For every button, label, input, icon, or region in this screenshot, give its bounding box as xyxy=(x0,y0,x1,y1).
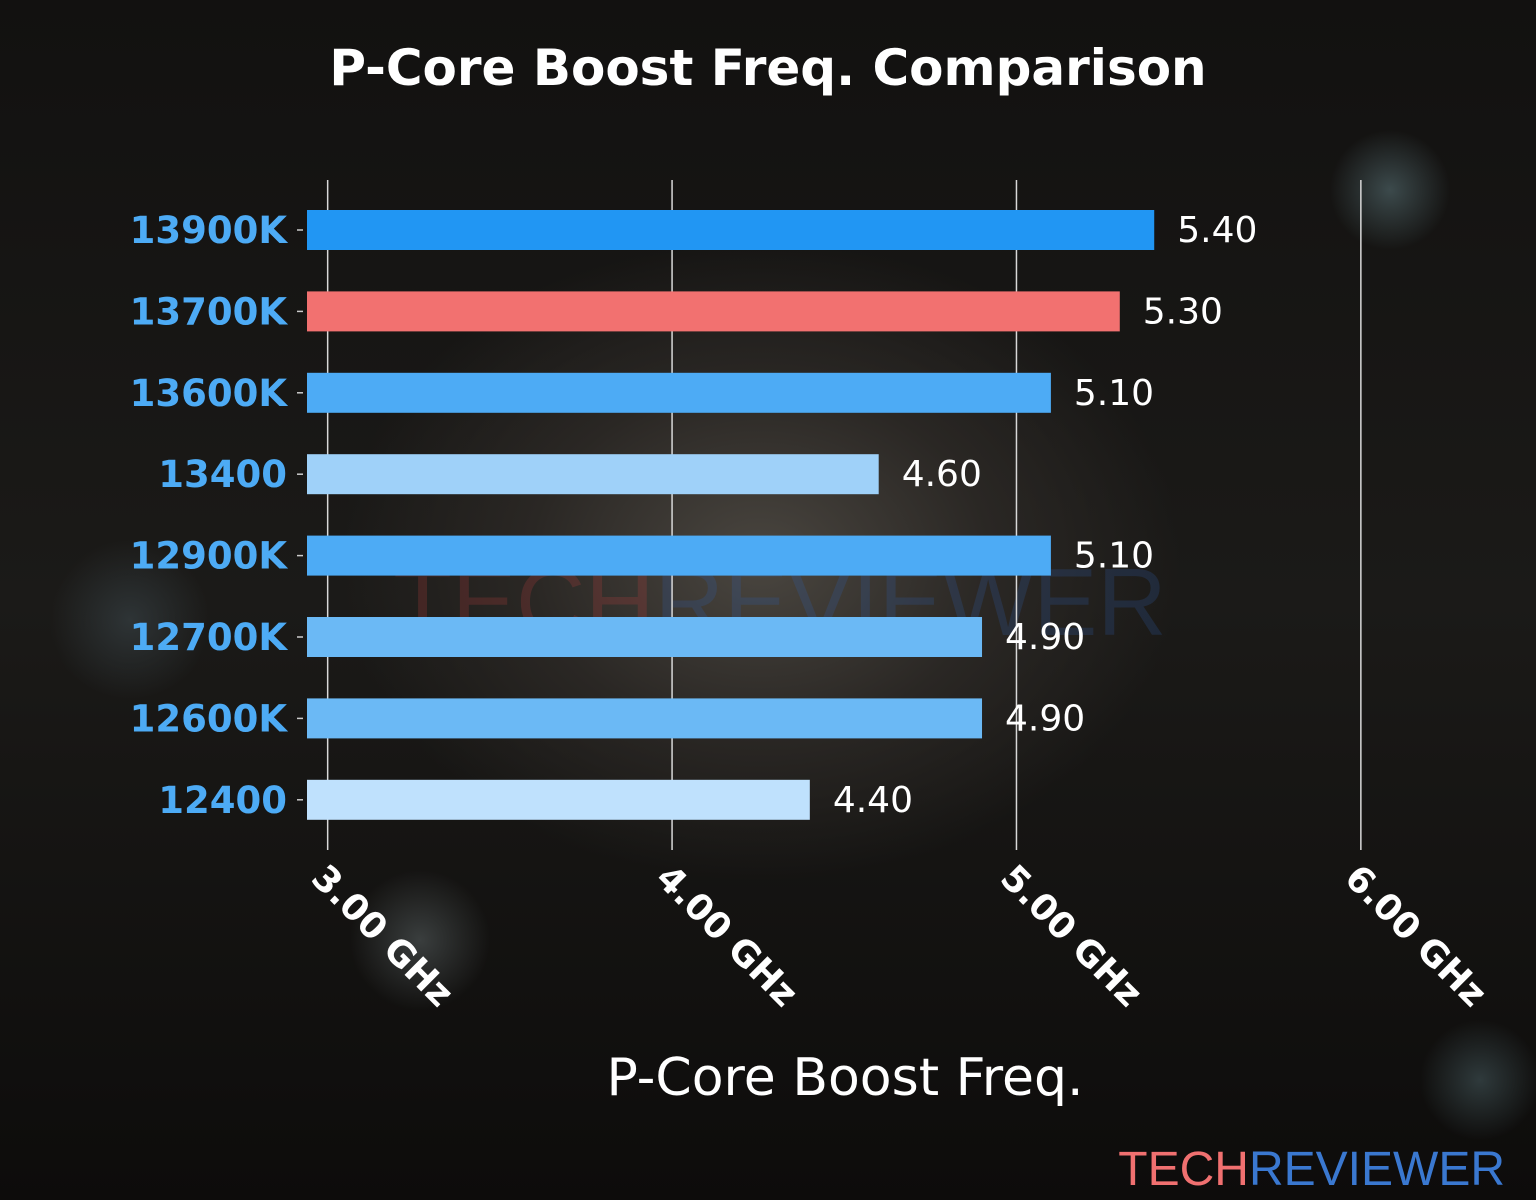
x-tick-label: 6.00 GHz xyxy=(1337,857,1495,1015)
category-label: 12600K xyxy=(130,697,289,740)
x-tick-label: 4.00 GHz xyxy=(648,857,806,1015)
data-label: 4.90 xyxy=(1005,617,1085,658)
category-label: 13900K xyxy=(130,209,289,252)
category-label: 13400 xyxy=(158,453,287,496)
x-axis-label: P-Core Boost Freq. xyxy=(606,1048,1083,1108)
bar xyxy=(307,698,983,739)
category-label: 13700K xyxy=(130,290,289,333)
data-label: 5.30 xyxy=(1143,291,1223,332)
chart-title: P-Core Boost Freq. Comparison xyxy=(329,39,1206,97)
bar xyxy=(307,454,879,495)
x-tick-label: 3.00 GHz xyxy=(303,857,461,1015)
data-label: 5.40 xyxy=(1177,210,1257,251)
bar xyxy=(307,779,810,820)
category-label: 12900K xyxy=(130,535,289,578)
bar xyxy=(307,210,1155,250)
category-label: 12700K xyxy=(130,616,289,659)
bar xyxy=(307,372,1051,413)
bar xyxy=(307,617,983,657)
data-label: 4.60 xyxy=(902,454,982,495)
bar xyxy=(307,535,1051,576)
bar xyxy=(307,291,1120,332)
data-label: 5.10 xyxy=(1074,373,1154,414)
category-label: 13600K xyxy=(130,372,289,415)
data-label: 4.40 xyxy=(833,780,913,821)
logo-watermark: TECHREVIEWER xyxy=(1118,1143,1505,1196)
data-label: 5.10 xyxy=(1074,536,1154,577)
data-label: 4.90 xyxy=(1005,698,1085,739)
category-label: 12400 xyxy=(158,779,287,822)
x-tick-label: 5.00 GHz xyxy=(992,857,1150,1015)
